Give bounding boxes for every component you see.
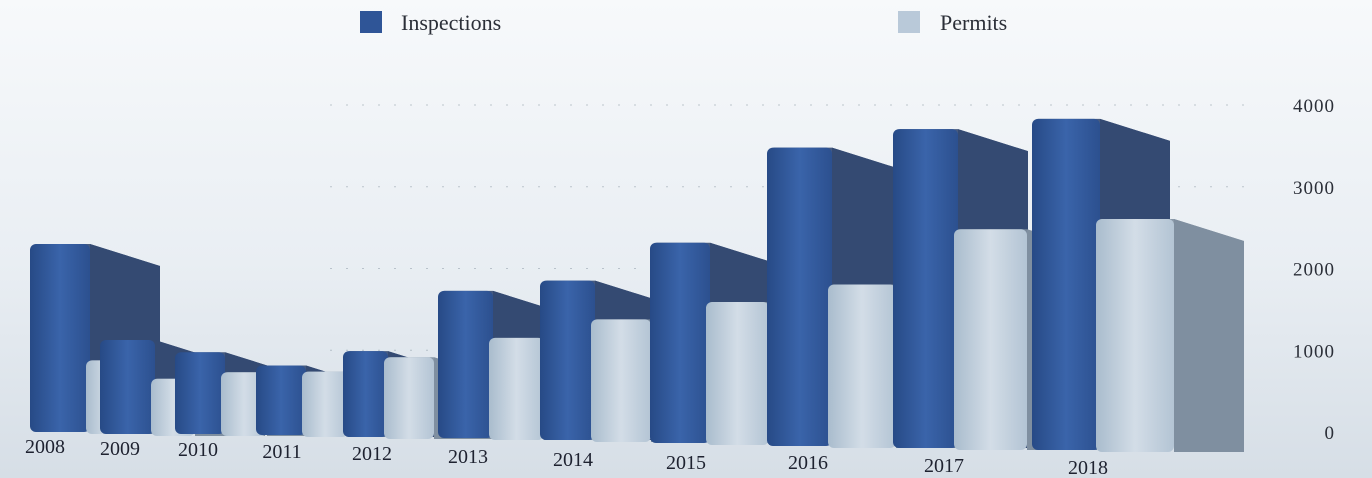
bar-inspections-2017-front	[893, 129, 958, 449]
legend: Inspections Permits	[360, 10, 1007, 35]
bar-inspections-2009-front	[100, 339, 155, 434]
y-tick-label-3000: 3000	[1293, 178, 1335, 199]
x-tick-label-2018: 2018	[1068, 457, 1108, 478]
bar-permits-2014-front	[591, 319, 651, 442]
bar-inspections-2010-front	[175, 352, 225, 434]
bar-permits-2011-front	[302, 371, 348, 437]
x-tick-label-2016: 2016	[788, 452, 828, 474]
x-tick-label-2012: 2012	[352, 443, 392, 465]
legend-label-permits: Permits	[940, 10, 1007, 35]
x-tick-label-2011: 2011	[262, 441, 301, 463]
legend-item-permits[interactable]: Permits	[898, 10, 1007, 35]
bar-permits-2010-front	[221, 372, 267, 436]
bar-inspections-2016-front	[767, 147, 832, 447]
bar-permits-2016-front	[828, 284, 896, 448]
y-tick-label-0: 0	[1325, 423, 1336, 444]
x-tick-label-2014: 2014	[553, 449, 593, 471]
y-tick-label-2000: 2000	[1293, 260, 1335, 281]
bars-layer	[30, 118, 1244, 452]
y-tick-label-4000: 4000	[1293, 96, 1335, 117]
bar-permits-2018-side	[1174, 219, 1244, 452]
bar-permits-2018	[1096, 219, 1244, 452]
legend-swatch-inspections	[360, 11, 382, 33]
y-tick-label-1000: 1000	[1293, 341, 1335, 362]
legend-item-inspections[interactable]: Inspections	[360, 10, 501, 35]
bar-inspections-2015-front	[650, 242, 710, 443]
x-tick-label-2009: 2009	[100, 438, 140, 460]
bar-permits-2017-front	[954, 229, 1027, 450]
bar-inspections-2008-front	[30, 243, 90, 432]
bar-permits-2013-front	[489, 337, 544, 440]
bar-inspections-2011-front	[256, 365, 306, 435]
bar-permits-2015-front	[706, 301, 769, 445]
bar-inspections-2013-front	[438, 290, 493, 438]
bar-inspections-2018-front	[1032, 118, 1100, 450]
x-tick-label-2017: 2017	[924, 455, 964, 477]
bar-permits-2012-front	[384, 357, 434, 439]
x-tick-label-2015: 2015	[666, 452, 706, 474]
x-axis-labels: 2008 2009 2010 2011 2012 2013 2014 2015 2016 2017…	[25, 436, 1108, 478]
x-tick-label-2010: 2010	[178, 439, 218, 461]
legend-swatch-permits	[898, 11, 920, 33]
legend-label-inspections: Inspections	[401, 10, 501, 35]
bar-inspections-2012-front	[343, 351, 388, 437]
x-tick-label-2013: 2013	[448, 446, 488, 468]
x-tick-label-2008: 2008	[25, 436, 65, 458]
bar-permits-2018-front	[1096, 219, 1174, 452]
y-axis-ticks: 0 1000 2000 3000 4000	[1293, 96, 1336, 444]
bar-inspections-2014-front	[540, 280, 595, 440]
